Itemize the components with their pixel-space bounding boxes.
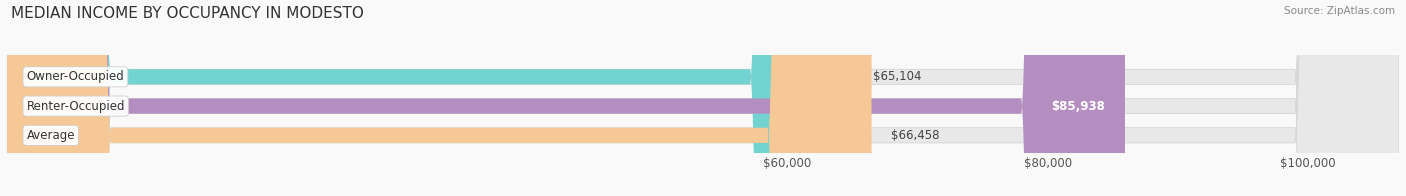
Text: Source: ZipAtlas.com: Source: ZipAtlas.com (1284, 6, 1395, 16)
FancyBboxPatch shape (7, 0, 853, 196)
Text: Renter-Occupied: Renter-Occupied (27, 100, 125, 113)
Text: $65,104: $65,104 (873, 70, 922, 83)
FancyBboxPatch shape (7, 0, 1125, 196)
Text: Average: Average (27, 129, 75, 142)
FancyBboxPatch shape (7, 0, 872, 196)
FancyBboxPatch shape (7, 0, 1399, 196)
Text: $66,458: $66,458 (891, 129, 939, 142)
FancyBboxPatch shape (7, 0, 1399, 196)
Text: MEDIAN INCOME BY OCCUPANCY IN MODESTO: MEDIAN INCOME BY OCCUPANCY IN MODESTO (11, 6, 364, 21)
Text: Owner-Occupied: Owner-Occupied (27, 70, 124, 83)
FancyBboxPatch shape (7, 0, 1399, 196)
Text: $85,938: $85,938 (1052, 100, 1105, 113)
